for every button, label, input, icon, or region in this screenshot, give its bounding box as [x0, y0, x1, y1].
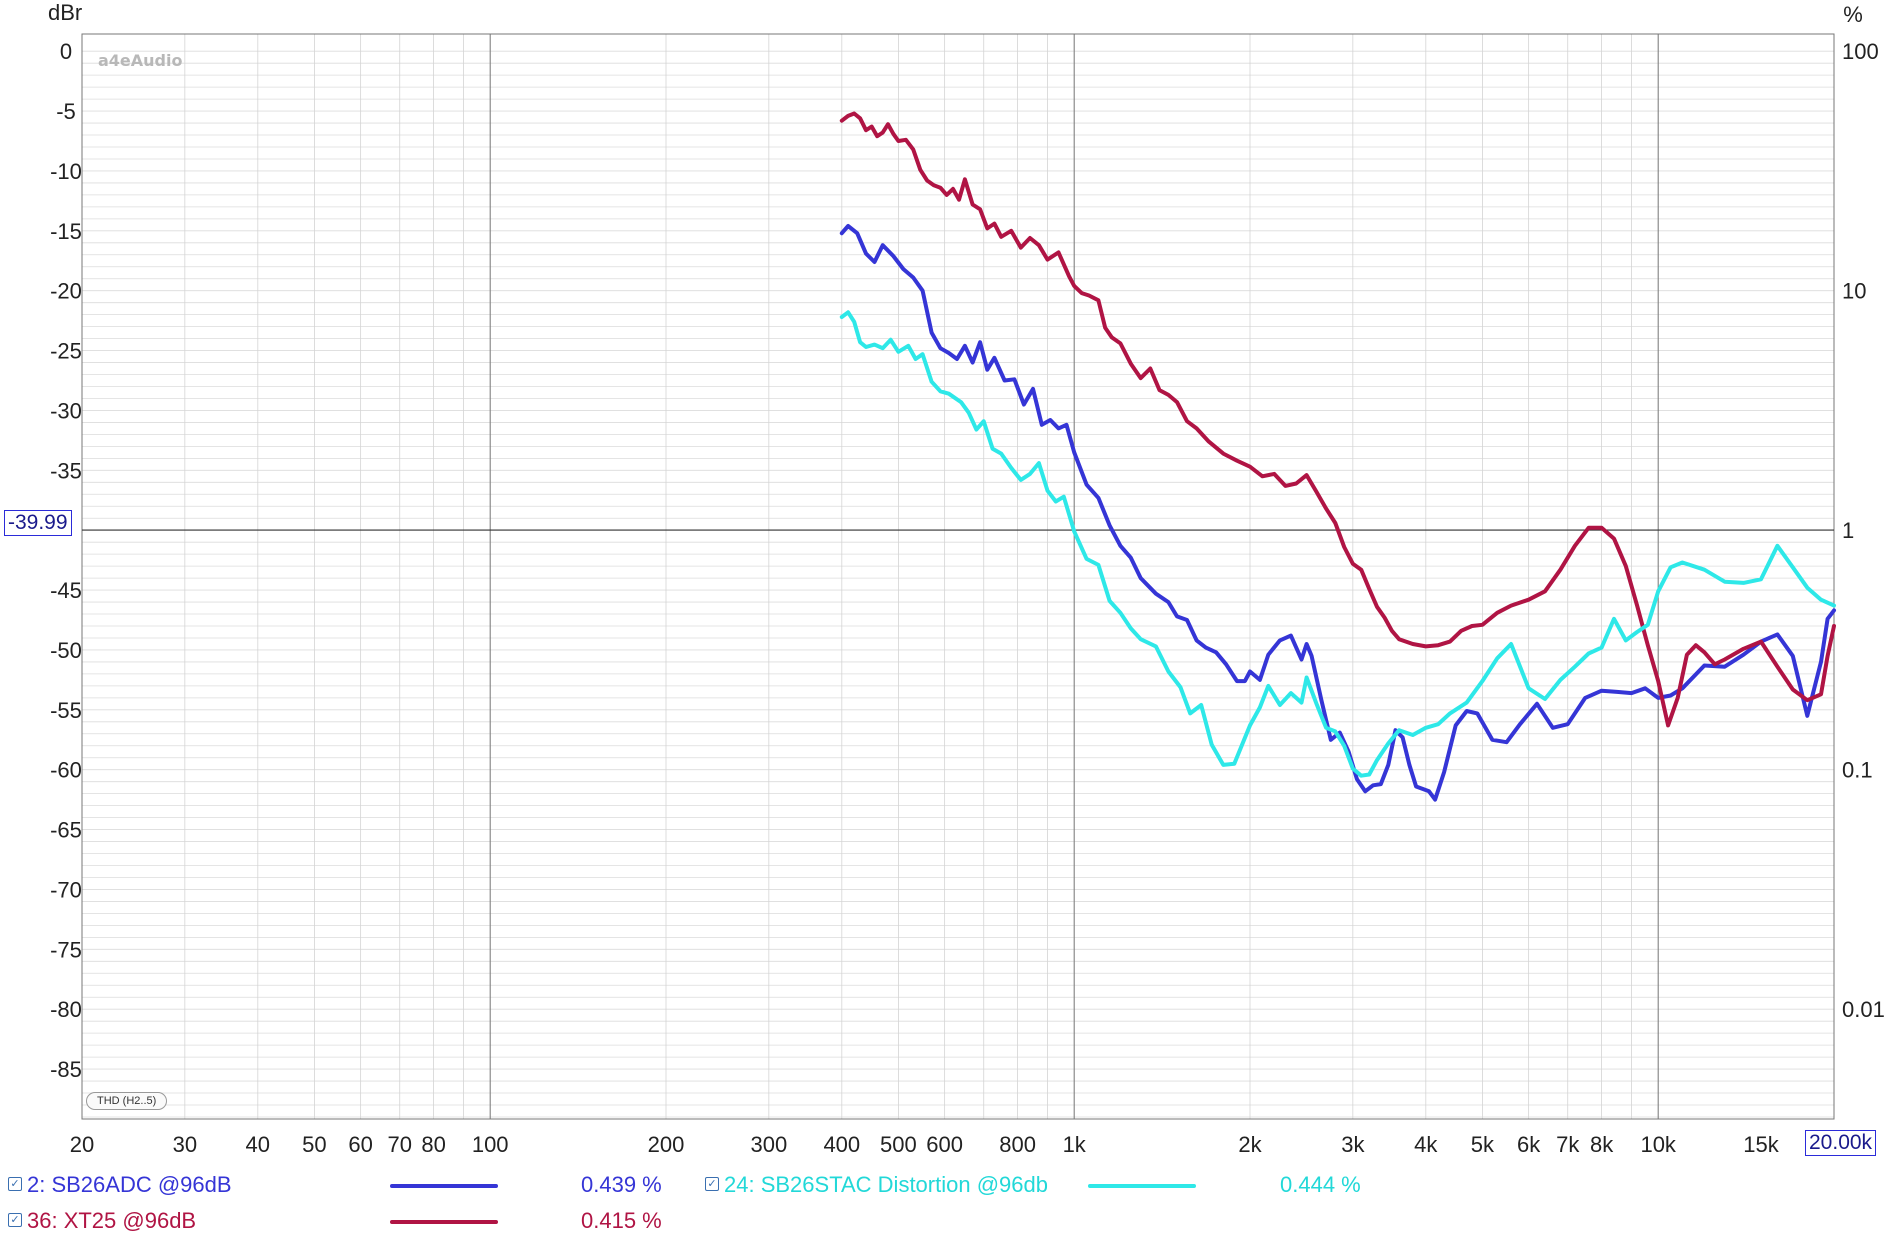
- x-cursor-readout[interactable]: 20.00k: [1805, 1130, 1877, 1156]
- x-tick-label: 400: [823, 1132, 860, 1157]
- y-tick-label-right: 100: [1842, 39, 1879, 64]
- x-tick-label: 6k: [1517, 1132, 1541, 1157]
- y-tick-label-left: -50: [50, 638, 82, 663]
- grid-major: [489, 34, 1659, 1119]
- legend-item-sb26adc[interactable]: ✓ 2: SB26ADC @96dB: [8, 1172, 232, 1198]
- y-axis-unit-right: %: [1843, 2, 1863, 27]
- x-tick-label: 200: [648, 1132, 685, 1157]
- x-tick-label: 300: [750, 1132, 787, 1157]
- y-tick-label-right: 0.01: [1842, 997, 1885, 1022]
- legend-value-sb26stac: 0.444 %: [1280, 1172, 1361, 1197]
- series-layer: [839, 111, 1836, 802]
- legend-swatch-sb26stac: [1088, 1184, 1196, 1188]
- y-tick-label-left: -85: [50, 1057, 82, 1082]
- y-tick-label-left: -30: [50, 398, 82, 423]
- x-tick-label: 40: [246, 1132, 270, 1157]
- x-tick-label: 20: [70, 1132, 94, 1157]
- x-tick-label: 50: [302, 1132, 326, 1157]
- x-tick-label: 100: [472, 1132, 509, 1157]
- x-tick-label: 500: [880, 1132, 917, 1157]
- y-tick-label-left: -5: [56, 99, 76, 124]
- legend-label-sb26stac: 24: SB26STAC Distortion @96db: [724, 1172, 1048, 1197]
- x-tick-label: 3k: [1341, 1132, 1365, 1157]
- y-axis-unit-left: dBr: [48, 0, 82, 25]
- legend-checkbox-xt25[interactable]: ✓: [8, 1213, 22, 1228]
- legend-label-sb26adc: 2: SB26ADC @96dB: [27, 1172, 232, 1197]
- y-tick-label-left: -20: [50, 279, 82, 304]
- y-tick-label-left: -80: [50, 997, 82, 1022]
- legend-value-xt25: 0.415 %: [581, 1208, 662, 1233]
- x-tick-label: 8k: [1590, 1132, 1614, 1157]
- y-tick-label-right: 10: [1842, 279, 1866, 304]
- series-line-0: [839, 224, 1836, 802]
- y-tick-label-left: -15: [50, 219, 82, 244]
- y-tick-label-left: -55: [50, 698, 82, 723]
- x-tick-label: 60: [348, 1132, 372, 1157]
- y-tick-label-left: -60: [50, 758, 82, 783]
- series-line-1: [839, 111, 1836, 728]
- x-tick-label: 15k: [1743, 1132, 1779, 1157]
- x-tick-label: 5k: [1471, 1132, 1495, 1157]
- y-cursor-readout[interactable]: -39.99: [4, 510, 72, 536]
- legend-checkbox-sb26stac[interactable]: ✓: [705, 1177, 719, 1192]
- x-tick-label: 2k: [1238, 1132, 1262, 1157]
- x-tick-label: 70: [387, 1132, 411, 1157]
- y-axis-left-tick-labels: 0 -5 -10 -15 -20 -25 -30 -35 -45 -50 -55 -60 -65 -70 -…: [50, 39, 82, 1082]
- series-line-2: [839, 310, 1836, 778]
- x-axis-tick-labels: 20 30 40 50 60 70 80 100 200 300 400 500 600 800 1k 2k 3…: [70, 1132, 1780, 1157]
- legend-swatch-xt25: [390, 1220, 498, 1224]
- x-tick-label: 7k: [1556, 1132, 1580, 1157]
- legend-checkbox-sb26adc[interactable]: ✓: [8, 1177, 22, 1192]
- y-tick-label-left: -25: [50, 339, 82, 364]
- x-tick-label: 800: [999, 1132, 1036, 1157]
- y-tick-label-left: -35: [50, 458, 82, 483]
- legend-label-xt25: 36: XT25 @96dB: [27, 1208, 197, 1233]
- grid-minor-horizontal: [82, 50, 1834, 1118]
- legend-item-sb26stac[interactable]: ✓ 24: SB26STAC Distortion @96db: [705, 1172, 1048, 1198]
- plot-frame: [81, 33, 1835, 1120]
- x-tick-label: 1k: [1063, 1132, 1087, 1157]
- x-tick-label: 80: [421, 1132, 445, 1157]
- y-tick-label-left: -10: [50, 159, 82, 184]
- legend-item-xt25[interactable]: ✓ 36: XT25 @96dB: [8, 1208, 196, 1234]
- x-tick-label: 10k: [1640, 1132, 1676, 1157]
- x-tick-label: 30: [173, 1132, 197, 1157]
- y-tick-label-right: 1: [1842, 518, 1854, 543]
- y-tick-label-left: -65: [50, 818, 82, 843]
- legend-value-sb26adc: 0.439 %: [581, 1172, 662, 1197]
- y-tick-label-left: -45: [50, 578, 82, 603]
- thd-annotation-tag: THD (H2..5): [86, 1092, 168, 1110]
- y-axis-right-tick-labels: 100 10 1 0.1 0.01: [1842, 39, 1885, 1022]
- watermark-logo: a4eAudio: [98, 51, 182, 70]
- x-tick-label: 600: [926, 1132, 963, 1157]
- y-tick-label-left: 0: [60, 39, 72, 64]
- x-tick-label: 4k: [1414, 1132, 1438, 1157]
- y-tick-label-right: 0.1: [1842, 758, 1873, 783]
- y-tick-label-left: -70: [50, 877, 82, 902]
- legend-swatch-sb26adc: [390, 1184, 498, 1188]
- y-tick-label-left: -75: [50, 937, 82, 962]
